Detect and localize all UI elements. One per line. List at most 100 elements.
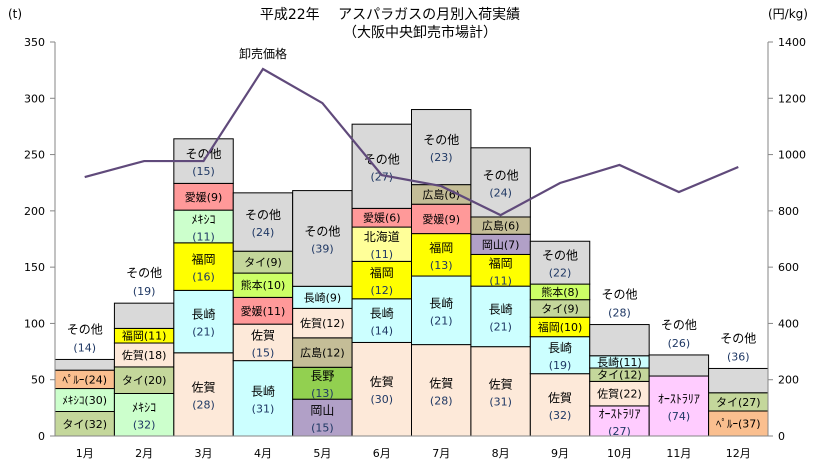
bar-segment [648, 354, 710, 377]
bar-segment [232, 323, 294, 362]
segment-value-label: (11) [370, 248, 393, 261]
axes-layer: 1月 2月 3月 4月 5月 6月 7月 8月 9月 10月 11月 12月 0 50 100 150 200 2… [24, 36, 806, 460]
segment-value-label: (15) [311, 422, 334, 435]
segment-label: 愛媛(9) [422, 212, 460, 226]
bar-segment [232, 192, 294, 252]
segment-value-label: (19) [549, 359, 572, 372]
segment-value-label: (27) [608, 425, 631, 438]
bar-segment [173, 209, 234, 244]
left-tick-label: 300 [24, 92, 45, 105]
bar-segment [589, 380, 650, 407]
segment-value-label: (23) [430, 151, 453, 164]
right-tick-label: 1200 [778, 92, 806, 105]
segment-label: その他 [720, 331, 756, 345]
segment-label: タイ(9) [541, 302, 579, 315]
segment-value-label: (13) [430, 259, 453, 272]
segment-label: 佐賀 [192, 380, 216, 394]
segment-label: 長崎 [489, 302, 513, 316]
x-tick-label: 12月 [726, 447, 751, 460]
segment-label: その他 [601, 288, 637, 302]
segment-label: 熊本(10) [241, 278, 286, 292]
segment-label: 佐賀(12) [300, 316, 345, 330]
segment-label: 福岡 [192, 252, 216, 267]
bar-segment [232, 360, 294, 437]
segment-label: 福岡(11) [122, 329, 167, 343]
segment-label: その他 [661, 318, 697, 332]
bar-segment [411, 109, 472, 186]
segment-label: 広島(6) [422, 187, 460, 201]
segment-label: 佐賀(22) [597, 387, 642, 401]
segment-label: 佐賀 [370, 375, 394, 389]
bar-segment [292, 337, 353, 368]
segment-label: その他 [186, 147, 222, 161]
chart-title: 平成22年 アスパラガスの月別入荷実績 [260, 7, 520, 23]
segment-label: 広島(6) [482, 219, 520, 233]
segment-value-label: (11) [489, 274, 512, 287]
segment-label: タイ(20) [122, 374, 167, 387]
segment-label: 長崎 [548, 341, 572, 355]
x-tick-label: 8月 [492, 447, 510, 460]
bar-segment [351, 260, 413, 300]
segment-label: 佐賀 [489, 377, 513, 391]
segment-value-label: (24) [489, 186, 512, 199]
segment-value-label: (28) [608, 307, 631, 320]
segment-label: 熊本(8) [541, 285, 579, 299]
segment-label: 愛媛(9) [185, 190, 223, 204]
segment-label: 北海道 [364, 229, 400, 244]
segment-label: タイ(9) [244, 256, 282, 269]
x-tick-label: 4月 [254, 447, 272, 460]
x-tick-label: 2月 [135, 447, 153, 460]
segment-value-label: (39) [311, 242, 334, 255]
segment-label: 愛媛(6) [363, 211, 401, 225]
x-tick-label: 5月 [313, 447, 331, 460]
segment-value-label: (32) [133, 419, 156, 432]
segment-label: 佐賀 [429, 376, 453, 390]
segment-label: 愛媛(11) [241, 304, 286, 318]
left-tick-label: 250 [24, 149, 45, 162]
segment-label: その他 [126, 266, 162, 280]
price-line-layer: 卸売価格 [84, 46, 739, 217]
segment-value-label: (22) [549, 267, 572, 280]
price-line [84, 67, 739, 217]
segment-label: 福岡 [370, 265, 394, 280]
segment-label: ｵｰｽﾄﾗﾘｱ [598, 407, 640, 421]
x-tick-label: 7月 [432, 447, 450, 460]
segment-label: 岡山 [310, 404, 334, 418]
segment-value-label: (26) [668, 337, 691, 350]
segment-value-label: (21) [430, 314, 453, 327]
segment-value-label: (16) [192, 271, 215, 284]
left-axis-unit: (t) [8, 7, 22, 21]
left-tick-label: 350 [24, 36, 45, 49]
segment-label: 福岡 [489, 255, 513, 270]
segment-value-label: (13) [311, 387, 334, 400]
x-tick-label: 9月 [551, 447, 569, 460]
chart-subtitle: （大阪中央卸売市場計） [343, 24, 497, 41]
segment-label: タイ(27) [716, 396, 761, 409]
left-tick-label: 200 [24, 205, 45, 218]
segment-value-label: (31) [252, 402, 275, 415]
segment-label: その他 [304, 224, 340, 238]
right-axis-unit: (円/kg) [768, 7, 808, 21]
segment-label: 長崎 [192, 308, 216, 322]
bar-segment [173, 289, 234, 354]
segment-label: その他 [245, 208, 281, 222]
right-tick-label: 200 [778, 374, 799, 387]
segment-value-label: (15) [252, 346, 275, 359]
x-tick-label: 11月 [666, 447, 691, 460]
left-tick-label: 100 [24, 317, 45, 330]
right-tick-label: 800 [778, 205, 799, 218]
segment-label: ﾍﾟﾙｰ(24) [62, 373, 107, 386]
segment-label: 岡山(7) [482, 238, 520, 251]
bar-segment [292, 190, 353, 287]
right-tick-label: 600 [778, 261, 799, 274]
segment-value-label: (31) [489, 395, 512, 408]
x-tick-label: 1月 [76, 447, 94, 460]
segment-value-label: (32) [549, 409, 572, 422]
segment-label: 長崎(9) [304, 290, 342, 304]
right-tick-label: 0 [778, 430, 785, 443]
segment-label: 佐賀 [548, 391, 572, 405]
bar-segment [292, 398, 353, 437]
segment-label: 長崎 [251, 384, 275, 398]
